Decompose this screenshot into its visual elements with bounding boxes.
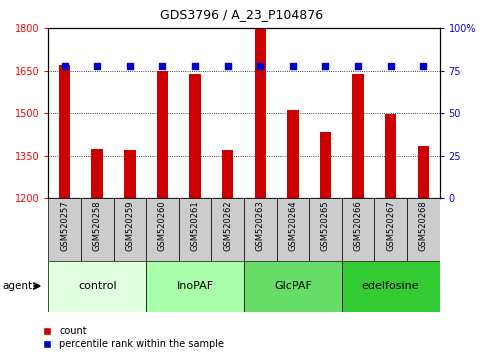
Text: GSM520262: GSM520262 [223, 200, 232, 251]
Point [158, 63, 166, 69]
Text: GSM520267: GSM520267 [386, 200, 395, 251]
Point [419, 63, 427, 69]
Bar [81, 198, 114, 261]
Text: GSM520259: GSM520259 [125, 200, 134, 251]
Text: agent: agent [2, 281, 32, 291]
Bar [244, 261, 342, 312]
Point [93, 63, 101, 69]
Bar [342, 261, 440, 312]
Text: GSM520260: GSM520260 [158, 200, 167, 251]
Point [61, 63, 69, 69]
Point [322, 63, 329, 69]
Bar [124, 150, 136, 198]
Text: GDS3796 / A_23_P104876: GDS3796 / A_23_P104876 [160, 8, 323, 22]
Bar [146, 261, 244, 312]
Text: GSM520266: GSM520266 [354, 200, 363, 251]
Text: GSM520268: GSM520268 [419, 200, 428, 251]
Text: GSM520258: GSM520258 [93, 200, 102, 251]
Text: GSM520264: GSM520264 [288, 200, 298, 251]
Bar [179, 198, 212, 261]
Bar [146, 198, 179, 261]
Point [256, 63, 264, 69]
Text: GSM520261: GSM520261 [190, 200, 199, 251]
Bar [189, 74, 201, 198]
Bar [407, 198, 440, 261]
Bar [342, 198, 374, 261]
Bar [91, 149, 103, 198]
Bar [320, 132, 331, 198]
Bar [276, 198, 309, 261]
Text: GlcPAF: GlcPAF [274, 281, 312, 291]
Bar [385, 114, 397, 198]
Bar [212, 198, 244, 261]
Bar [48, 261, 146, 312]
Bar [222, 150, 233, 198]
Point [289, 63, 297, 69]
Bar [114, 198, 146, 261]
Legend: count, percentile rank within the sample: count, percentile rank within the sample [43, 326, 224, 349]
Bar [59, 65, 71, 198]
Bar [352, 74, 364, 198]
Bar [309, 198, 342, 261]
Text: edelfosine: edelfosine [362, 281, 419, 291]
Bar [255, 28, 266, 198]
Point [354, 63, 362, 69]
Bar [287, 110, 298, 198]
Text: GSM520263: GSM520263 [256, 200, 265, 251]
Point [126, 63, 134, 69]
Bar [374, 198, 407, 261]
Bar [156, 72, 168, 198]
Point [387, 63, 395, 69]
Text: GSM520265: GSM520265 [321, 200, 330, 251]
Bar [244, 198, 277, 261]
Text: InoPAF: InoPAF [176, 281, 213, 291]
Text: control: control [78, 281, 116, 291]
Point [191, 63, 199, 69]
Point [224, 63, 231, 69]
Text: GSM520257: GSM520257 [60, 200, 69, 251]
Bar [48, 198, 81, 261]
Bar [417, 146, 429, 198]
